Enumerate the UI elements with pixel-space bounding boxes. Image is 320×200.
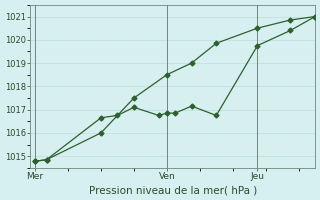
X-axis label: Pression niveau de la mer( hPa ): Pression niveau de la mer( hPa ) bbox=[89, 185, 257, 195]
